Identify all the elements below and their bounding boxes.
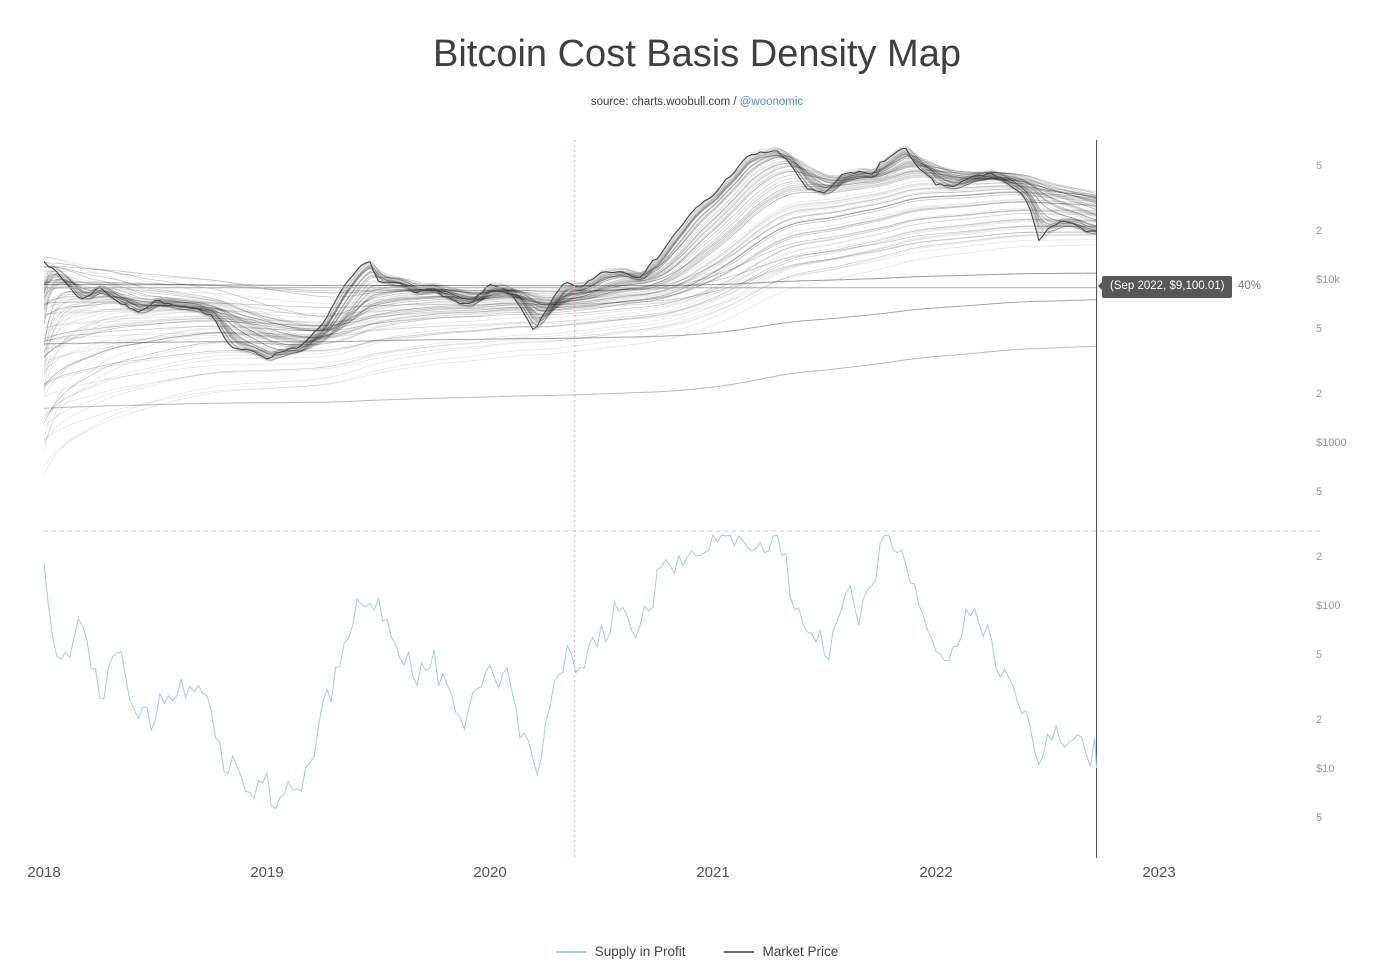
y-axis-label: $100 — [1316, 600, 1341, 612]
y-axis: 5 2 $10k 5 2 $1000 5 2 $100 5 2 $10 5 — [1316, 0, 1386, 980]
x-axis-label: 2018 — [27, 864, 61, 881]
y-axis-label: $10k — [1316, 274, 1340, 286]
x-axis-label: 2023 — [1142, 864, 1176, 881]
legend-label-market-price: Market Price — [762, 944, 839, 959]
x-axis-label: 2020 — [473, 864, 507, 881]
market-price-line — [43, 147, 1097, 360]
y-axis-label: 2 — [1316, 550, 1323, 563]
woonomic-link[interactable]: @woonomic — [739, 96, 804, 108]
source-text: source: charts.woobull.com / — [590, 96, 740, 108]
x-axis-label: 2022 — [919, 864, 953, 881]
y-axis-label: $10 — [1316, 763, 1335, 775]
y-axis-label: 5 — [1316, 160, 1323, 173]
supply-line-swatch — [555, 950, 586, 953]
x-axis-label: 2019 — [250, 864, 284, 881]
x-axis-label: 2021 — [696, 864, 730, 881]
y-axis-label: 5 — [1316, 649, 1323, 662]
crosshair-tooltip: (Sep 2022, $9,100.01) — [1097, 276, 1233, 298]
y-axis-label: 2 — [1316, 224, 1323, 237]
legend-label-supply: Supply in Profit — [594, 944, 686, 959]
y-axis-label: 5 — [1316, 323, 1323, 336]
y-axis-label: 2 — [1316, 713, 1323, 726]
density-map-layer — [43, 144, 1097, 474]
y-axis-label: 5 — [1316, 486, 1323, 499]
supply-percent-label: 40% — [1238, 280, 1262, 292]
legend-item-market-price[interactable]: Market Price — [723, 944, 839, 959]
source-line: source: charts.woobull.com / @woonomic — [0, 96, 1394, 108]
legend: Supply in Profit Market Price — [0, 944, 1394, 959]
y-axis-label: 5 — [1316, 812, 1323, 825]
x-axis: 2018 2019 2020 2021 2022 2023 — [0, 864, 1394, 886]
y-axis-label: 2 — [1316, 387, 1323, 400]
legend-item-supply-in-profit[interactable]: Supply in Profit — [555, 944, 686, 959]
y-axis-label: $1000 — [1316, 437, 1347, 449]
chart-title: Bitcoin Cost Basis Density Map — [433, 33, 961, 75]
supply-in-profit-line — [43, 533, 1098, 810]
market-price-line-swatch — [723, 950, 754, 953]
